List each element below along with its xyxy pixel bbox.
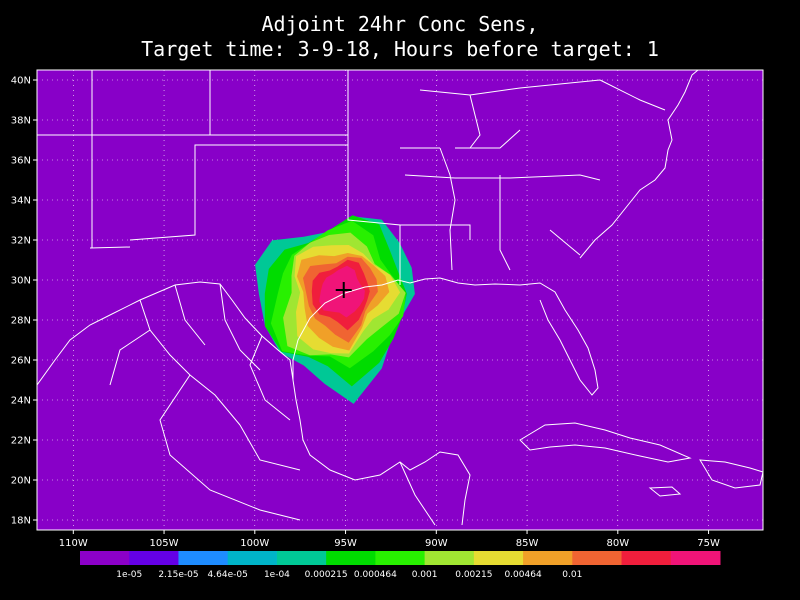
- colorbar-label: 1e-05: [116, 570, 142, 580]
- colorbar-swatch: [178, 551, 229, 565]
- lat-tick-label: 30N: [11, 276, 31, 287]
- colorbar-label: 0.000464: [354, 570, 397, 580]
- colorbar-label: 1e-04: [264, 570, 290, 580]
- map-frame: [36, 69, 764, 531]
- colorbar-label: 4.64e-05: [208, 570, 248, 580]
- lat-tick-label: 36N: [11, 156, 31, 167]
- lat-tick-label: 24N: [11, 396, 31, 407]
- target-location-marker: [335, 282, 352, 298]
- lat-tick-label: 22N: [11, 436, 31, 447]
- state-borders: [37, 70, 666, 285]
- colorbar-swatch: [227, 551, 278, 565]
- hispaniola: [699, 459, 763, 489]
- plume-contour: [319, 265, 365, 318]
- colorbar-label: 0.001: [412, 570, 438, 580]
- colorbar-swatch: [129, 551, 179, 565]
- lon-tick-label: 90W: [425, 538, 448, 549]
- coastlines-and-borders: [37, 70, 763, 526]
- lat-tick-label: 18N: [11, 516, 31, 527]
- lon-tick-label: 80W: [606, 538, 629, 549]
- lon-tick-label: 75W: [697, 538, 720, 549]
- lon-tick-label: 105W: [150, 538, 179, 549]
- lat-tick-label: 28N: [11, 316, 31, 327]
- cuba: [519, 422, 692, 463]
- colorbar-swatch: [621, 551, 672, 565]
- colorbar-swatch: [572, 551, 623, 565]
- colorbar-swatch: [375, 551, 426, 565]
- colorbar-swatch: [326, 551, 376, 565]
- lon-tick-label: 85W: [516, 538, 539, 549]
- colorbar: 1e-05 2.15e-05 4.64e-05 1e-04 0.000215 0.0004…: [80, 551, 721, 580]
- axis-ticks: 40N 38N 36N 34N 32N 30N 28N 26N 24N 22N 20N 18N 110W…: [11, 76, 720, 550]
- colorbar-swatch: [473, 551, 524, 565]
- lat-tick-label: 26N: [11, 356, 31, 367]
- sensitivity-plume: [255, 215, 415, 404]
- lat-tick-label: 32N: [11, 236, 31, 247]
- colorbar-label: 2.15e-05: [158, 570, 198, 580]
- colorbar-swatch: [80, 551, 130, 565]
- lat-tick-label: 34N: [11, 196, 31, 207]
- colorbar-label: 0.00464: [504, 570, 541, 580]
- colorbar-swatch: [276, 551, 327, 565]
- colorbar-swatch: [523, 551, 573, 565]
- colorbar-label: 0.00215: [455, 570, 492, 580]
- mexico-borders: [109, 283, 436, 526]
- lon-tick-label: 100W: [240, 538, 269, 549]
- lon-tick-label: 110W: [59, 538, 88, 549]
- lon-tick-label: 95W: [334, 538, 357, 549]
- colorbar-label: 0.000215: [305, 570, 348, 580]
- lat-tick-label: 40N: [11, 76, 31, 87]
- chart-title-line2: Target time: 3-9-18, Hours before target…: [141, 37, 659, 61]
- colorbar-swatch: [424, 551, 475, 565]
- jamaica: [648, 486, 682, 497]
- texas-coast: [292, 277, 599, 396]
- colorbar-swatch: [670, 551, 721, 565]
- lat-tick-label: 38N: [11, 116, 31, 127]
- atlantic-coast: [579, 70, 699, 259]
- lat-tick-label: 20N: [11, 476, 31, 487]
- gulf-coastline: [37, 281, 471, 526]
- chart-title-line1: Adjoint 24hr Conc Sens,: [261, 12, 539, 36]
- colorbar-label: 0.01: [562, 570, 582, 580]
